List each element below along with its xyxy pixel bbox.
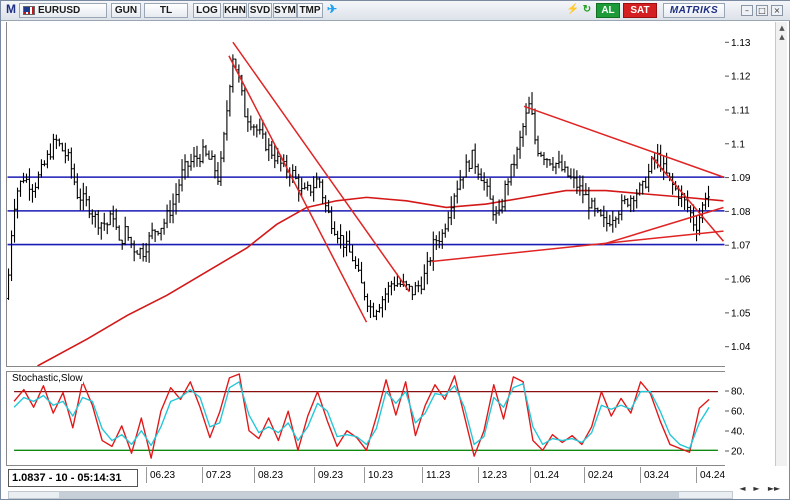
template-button[interactable]: TMP: [297, 3, 323, 18]
symbol-label: EURUSD: [38, 5, 81, 16]
y-tick-label: 20.: [731, 447, 745, 458]
date-tick-label: 01.24: [529, 467, 560, 483]
date-axis: 06.23 07.23 08.23 09.23 10.23 11.23 12.23 01.24…: [138, 467, 725, 487]
eu-flag-icon: [23, 6, 35, 15]
stochastic-axis: 20. 40. 60. 80.: [725, 387, 745, 458]
y-tick-label: 1.12: [731, 72, 751, 83]
maximize-button[interactable]: □: [756, 5, 768, 16]
svd-button[interactable]: SVD: [248, 3, 272, 18]
trend-line: [431, 230, 724, 263]
date-tick-label: 04.24: [695, 467, 726, 483]
brand-logo: MATRIKS: [663, 3, 725, 18]
fast-trade-icon[interactable]: ↻: [582, 4, 592, 15]
minimize-button[interactable]: –: [741, 5, 753, 16]
y-tick-label: 1.07: [731, 241, 751, 252]
trend-line: [601, 206, 724, 246]
stochastic-k-line: [13, 373, 710, 459]
khn-button[interactable]: KHN: [223, 3, 247, 18]
trend-line: [232, 41, 410, 293]
y-tick-label: 1.08: [731, 207, 751, 218]
scroll-thumb[interactable]: [59, 492, 679, 498]
date-tick-label: 11.23: [421, 467, 451, 483]
date-tick-label: 08.23: [253, 467, 284, 483]
buy-button[interactable]: AL: [596, 3, 620, 18]
sell-button[interactable]: SAT: [623, 3, 657, 18]
date-tick-label: 09.23: [313, 467, 344, 483]
y-tick-label: 1.06: [731, 275, 751, 286]
y-tick-label: 1.13: [731, 38, 751, 49]
price-bars: [7, 54, 711, 321]
horizontal-scrollbar[interactable]: [8, 491, 733, 499]
close-button[interactable]: ×: [771, 5, 783, 16]
bottom-bar: 1.0837 - 10 - 05:14:31 06.23 07.23 08.23 09…: [1, 467, 790, 500]
price-axis: 1.04 1.05 1.06 1.07 1.08 1.09 1.1 1.11 1.12 1.13: [725, 38, 751, 353]
y-tick-label: 1.05: [731, 308, 751, 319]
date-tick-label: 03.24: [639, 467, 670, 483]
stochastic-chart[interactable]: [6, 371, 725, 466]
scroll-up-icon[interactable]: ▲: [779, 33, 785, 41]
period-button[interactable]: GUN: [111, 3, 141, 18]
y-tick-label: 1.1: [731, 139, 745, 150]
y-tick-label: 1.04: [731, 342, 751, 353]
price-chart[interactable]: [6, 22, 725, 367]
vertical-scrollbar[interactable]: ▲ ▲: [775, 22, 787, 466]
y-tick-label: 1.11: [731, 105, 750, 116]
date-tick-label: 12.23: [477, 467, 508, 483]
trend-line: [523, 105, 724, 178]
stochastic-d-line: [13, 381, 710, 450]
price-readout: 1.0837 - 10 - 05:14:31: [8, 469, 138, 487]
scroll-left-icon[interactable]: ◄: [739, 484, 746, 493]
date-tick-label: 02.24: [583, 467, 614, 483]
log-scale-button[interactable]: LOG: [193, 3, 221, 18]
date-tick-label: 07.23: [201, 467, 232, 483]
toolbar: M EURUSD GUN TL LOG KHN SVD SYM TMP ✈ ⚡ …: [1, 1, 790, 21]
navigation-buttons: ◄ ► ►►: [737, 483, 787, 497]
scroll-right-icon[interactable]: ►: [753, 484, 760, 493]
y-tick-label: 80.: [731, 387, 745, 398]
twitter-bird-icon[interactable]: ✈: [326, 2, 338, 16]
date-tick-label: 06.23: [145, 467, 176, 483]
y-tick-label: 60.: [731, 407, 745, 418]
scroll-up-icon[interactable]: ▲: [779, 24, 785, 32]
date-tick-label: 10.23: [363, 467, 394, 483]
menu-button[interactable]: M: [6, 2, 16, 16]
y-tick-label: 40.: [731, 427, 745, 438]
trend-line: [228, 55, 368, 323]
moving-average-line: [37, 189, 724, 366]
indicator-label: Stochastic,Slow: [12, 373, 83, 384]
y-tick-label: 1.09: [731, 173, 751, 184]
scroll-end-icon[interactable]: ►►: [767, 484, 781, 493]
symbol-selector[interactable]: EURUSD: [19, 3, 107, 18]
currency-button[interactable]: TL: [144, 3, 188, 18]
trend-line: [651, 156, 725, 242]
sym-button[interactable]: SYM: [273, 3, 297, 18]
lightning-icon[interactable]: ⚡: [566, 4, 580, 15]
